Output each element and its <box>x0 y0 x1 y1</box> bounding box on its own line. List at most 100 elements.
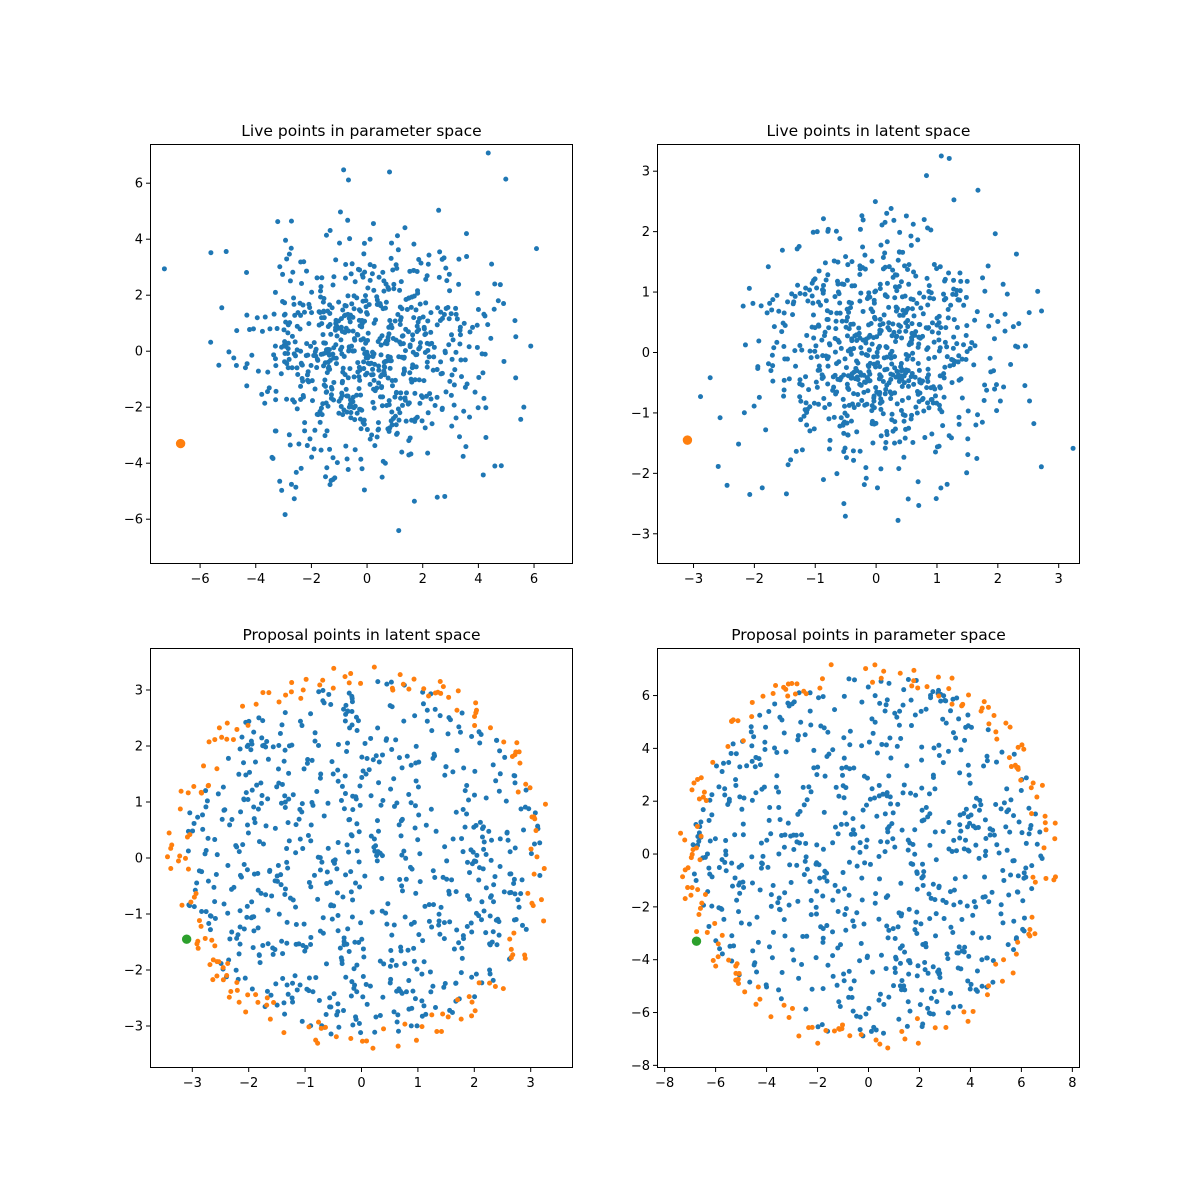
data-point <box>909 321 915 327</box>
data-point <box>483 885 489 891</box>
data-point <box>427 391 433 397</box>
data-point <box>767 805 773 811</box>
data-point <box>919 807 925 813</box>
data-point <box>905 847 911 853</box>
data-point <box>340 307 346 313</box>
data-point <box>523 926 529 932</box>
data-point <box>844 314 850 320</box>
data-point <box>379 752 385 758</box>
data-point <box>698 394 704 400</box>
data-point <box>374 858 380 864</box>
data-point <box>882 367 888 373</box>
data-point <box>267 326 273 332</box>
data-point <box>830 973 836 979</box>
data-point <box>793 448 799 454</box>
data-point <box>393 422 399 428</box>
data-point <box>492 983 498 989</box>
data-point <box>424 364 430 370</box>
data-point <box>744 763 750 769</box>
data-point <box>390 335 396 341</box>
data-point <box>534 246 539 252</box>
data-point <box>308 838 314 844</box>
data-point <box>339 783 345 789</box>
data-point <box>384 921 390 927</box>
data-point <box>312 427 318 433</box>
data-point <box>403 989 409 995</box>
data-point <box>522 952 528 958</box>
data-point <box>880 321 886 327</box>
data-point <box>503 798 509 804</box>
data-point <box>900 702 906 708</box>
data-point <box>495 298 501 304</box>
data-point <box>842 886 848 892</box>
data-point <box>366 302 372 308</box>
data-point <box>706 865 712 871</box>
data-point <box>770 363 776 369</box>
data-point <box>917 1002 923 1008</box>
data-point <box>963 357 969 363</box>
data-point <box>317 682 323 688</box>
data-point <box>527 785 533 791</box>
data-point <box>835 888 841 894</box>
data-point <box>320 299 326 305</box>
data-point <box>1043 827 1049 833</box>
data-point <box>874 354 880 360</box>
data-point <box>304 372 310 378</box>
data-point <box>883 742 889 748</box>
data-point <box>293 904 299 910</box>
data-point <box>314 275 320 281</box>
data-point <box>408 304 414 310</box>
data-point <box>873 891 879 897</box>
data-point <box>350 1022 356 1028</box>
data-point <box>1026 310 1032 316</box>
data-point <box>782 890 788 896</box>
data-point <box>771 345 777 351</box>
panel-live-latent-space: Live points in latent space −3 −2 −1 0 1 2 3−3… <box>631 122 1080 587</box>
data-point <box>868 320 874 326</box>
data-point <box>304 443 310 449</box>
data-point <box>195 945 201 951</box>
data-point <box>225 910 231 916</box>
data-point <box>234 935 240 941</box>
data-point <box>328 1031 334 1037</box>
data-point <box>772 701 778 707</box>
data-point <box>223 249 229 255</box>
data-point <box>934 400 940 406</box>
data-point <box>381 288 387 294</box>
data-point <box>928 385 934 391</box>
data-point <box>359 936 365 942</box>
data-point <box>913 919 919 925</box>
data-point <box>818 723 824 729</box>
data-point <box>187 810 193 816</box>
data-point <box>833 318 839 324</box>
data-point <box>913 273 919 279</box>
data-point <box>426 252 432 258</box>
data-point <box>441 936 447 942</box>
data-point <box>985 263 991 269</box>
data-point <box>838 415 844 421</box>
data-point <box>191 820 197 826</box>
data-point <box>472 1008 478 1014</box>
data-point <box>903 213 909 219</box>
data-point <box>216 362 222 368</box>
data-point <box>995 318 1001 324</box>
data-point <box>821 874 827 880</box>
data-point <box>344 409 350 415</box>
data-point <box>1035 288 1041 294</box>
data-point <box>884 839 890 845</box>
data-point <box>309 454 315 460</box>
data-point <box>335 928 341 934</box>
data-point <box>862 379 868 385</box>
data-point <box>397 287 403 293</box>
data-point <box>836 291 842 297</box>
data-point <box>811 335 817 341</box>
data-point <box>388 679 394 685</box>
x-tick-label: 2 <box>994 572 1002 587</box>
data-point <box>483 434 489 440</box>
data-point <box>344 749 350 754</box>
data-point <box>726 759 732 765</box>
data-point <box>892 419 898 425</box>
data-point <box>351 306 357 312</box>
data-point <box>796 975 802 981</box>
y-tick-label: −6 <box>631 1006 650 1021</box>
